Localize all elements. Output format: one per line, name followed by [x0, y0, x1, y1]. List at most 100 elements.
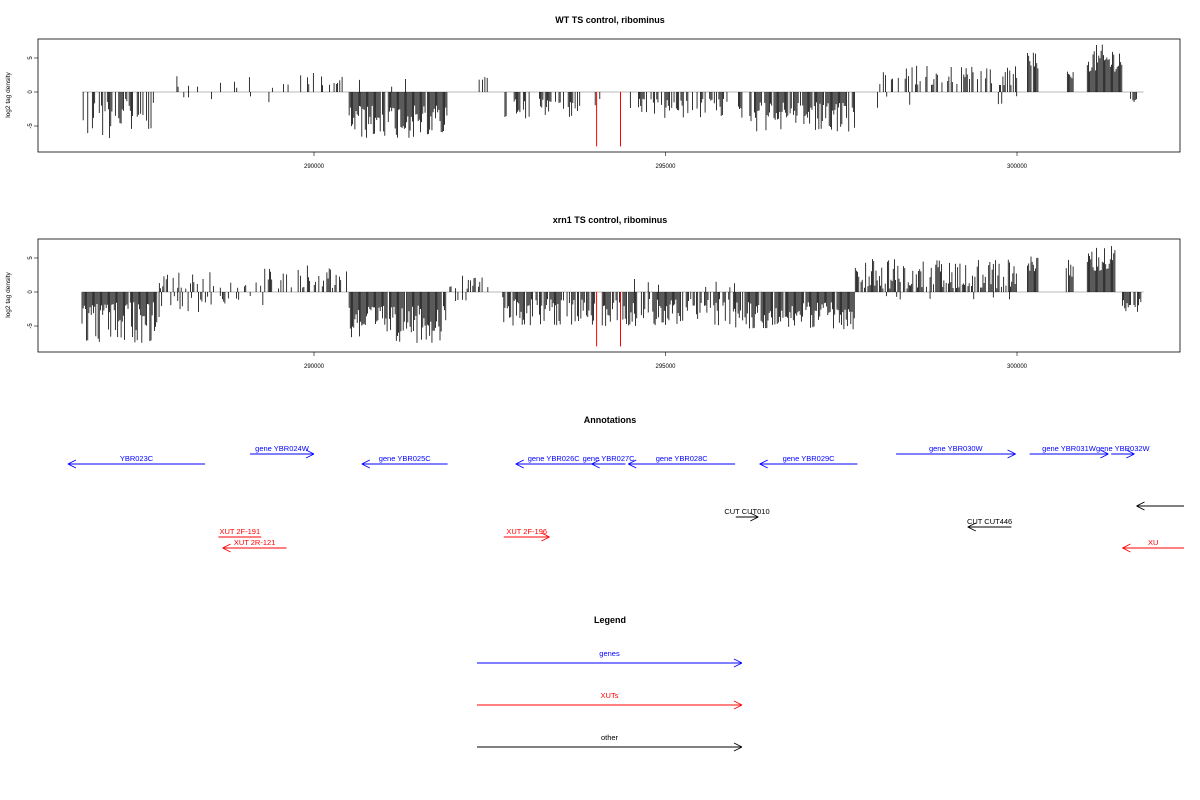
annotation-label: gene YBR027C — [583, 454, 636, 463]
arrow-head — [515, 463, 524, 469]
bars-layer — [81, 246, 1144, 347]
arrow-head — [541, 532, 550, 538]
arrow-head — [541, 536, 550, 542]
panel-2-title: xrn1 TS control, ribominus — [553, 215, 668, 225]
arrow-head — [750, 512, 759, 518]
arrow-head — [305, 453, 315, 459]
annotation-label: XU — [1148, 538, 1158, 547]
annotation-xu-arrow: XU — [1122, 538, 1184, 553]
annotation-gene-ybr029c-arrow: gene YBR029C — [759, 454, 858, 469]
annotation-gene-ybr032w-arrow: gene YBR032W — [1096, 444, 1151, 459]
legend-item-other: other — [477, 733, 743, 752]
annotation-ybr023c-arrow: YBR023C — [67, 454, 206, 469]
y-tick-label: -5 — [28, 123, 34, 129]
x-tick-label: 295000 — [655, 164, 676, 170]
annotation-gene-ybr026c-arrow: gene YBR026C — [515, 454, 592, 469]
y-tick-label: 5 — [28, 256, 34, 260]
arrow-head — [750, 516, 759, 522]
arrow-head — [515, 459, 524, 465]
arrow-head — [1126, 453, 1135, 459]
arrow-head — [1136, 505, 1145, 511]
annotation-label: XUT 2F-191 — [219, 527, 260, 536]
arrow-head — [967, 526, 976, 532]
annotation-cut-cut010-arrow: CUT CUT010 — [724, 507, 770, 522]
legend-arrow-head — [733, 742, 743, 748]
y-tick-label: -5 — [28, 323, 34, 329]
arrow-head — [1100, 453, 1109, 459]
annotation-xut-2r-121-arrow: XUT 2R-121 — [222, 538, 287, 553]
y-axis-label: log2 tag density — [5, 271, 12, 317]
arrow-head — [967, 522, 976, 528]
annotations-title: Annotations — [584, 415, 637, 425]
arrow-head — [1126, 449, 1135, 455]
annotation-label: CUT CUT010 — [724, 507, 769, 516]
arrow-head — [305, 449, 315, 455]
annotation-label: gene YBR029C — [783, 454, 836, 463]
annotation-label: gene YBR031W — [1042, 444, 1097, 453]
legend-item-genes: genes — [477, 649, 743, 668]
arrow-head — [591, 463, 600, 469]
annotation-label: gene YBR024W — [255, 444, 310, 453]
arrow-head — [1122, 543, 1131, 549]
plot-frame — [37, 38, 1181, 153]
arrow-head — [1122, 547, 1131, 553]
arrow-head — [759, 459, 768, 465]
panel-wt-ts-control: WT TS control, ribominus log2 tag densit… — [5, 15, 1181, 170]
annotation-gene-ybr024w-arrow: gene YBR024W — [250, 444, 315, 459]
arrow-head — [628, 459, 637, 465]
arrow-head — [759, 463, 768, 469]
annotation-label: CUT CUT446 — [967, 517, 1012, 526]
legend-arrow-head — [733, 746, 743, 752]
arrow-head — [628, 463, 637, 469]
x-tick-label: 295000 — [655, 364, 676, 370]
annotation-xut-2f-196-arrow: XUT 2F-196 — [503, 527, 550, 542]
annotations-panel: Annotations YBR023C gene YBR024W gene YBR0… — [67, 415, 1184, 553]
x-tick-label: 300000 — [1007, 164, 1028, 170]
x-tick-label: 290000 — [304, 164, 325, 170]
legend-panel: Legend genes XUTs other — [477, 615, 743, 752]
legend-label: XUTs — [601, 691, 619, 700]
bars-layer — [82, 44, 1144, 147]
arrow-head — [361, 463, 371, 469]
arrow-head — [1007, 453, 1016, 459]
x-tick-label: 290000 — [304, 364, 325, 370]
plot-frame — [37, 238, 1181, 353]
x-tick-label: 300000 — [1007, 364, 1028, 370]
y-tick-label: 5 — [28, 56, 34, 60]
arrow-head — [361, 459, 371, 465]
annotation-unlabeled-arrow — [1136, 501, 1184, 511]
legend-arrow-head — [733, 662, 743, 668]
annotation-label: gene YBR028C — [656, 454, 709, 463]
arrow-head — [1100, 449, 1109, 455]
y-tick-label: 0 — [28, 90, 34, 94]
axes-layer: -5 0 5 290000 295000 300000 — [28, 56, 1028, 170]
annotation-label: gene YBR025C — [379, 454, 432, 463]
annotation-cut-cut446-arrow: CUT CUT446 — [967, 517, 1012, 532]
annotation-label: gene YBR030W — [929, 444, 984, 453]
y-tick-label: 0 — [28, 290, 34, 294]
annotation-gene-ybr027c-arrow: gene YBR027C — [583, 454, 636, 469]
annotation-label: XUT 2F-196 — [506, 527, 547, 536]
panel-xrn1-ts-control: xrn1 TS control, ribominus log2 tag dens… — [5, 215, 1181, 370]
arrow-head — [222, 547, 231, 553]
arrow-head — [1007, 449, 1016, 455]
legend-title: Legend — [594, 615, 626, 625]
annotation-gene-ybr025c-arrow: gene YBR025C — [361, 454, 448, 469]
legend-items: genes XUTs other — [477, 649, 743, 752]
legend-item-xuts: XUTs — [477, 691, 743, 710]
legend-arrow-head — [733, 704, 743, 710]
y-axis-label: log2 tag density — [5, 71, 12, 117]
arrow-head — [222, 543, 231, 549]
panel-1-title: WT TS control, ribominus — [555, 15, 665, 25]
annotation-gene-ybr031w-arrow: gene YBR031W — [1029, 444, 1109, 459]
annotation-features: YBR023C gene YBR024W gene YBR025C gene YBR0… — [67, 444, 1184, 553]
axes-layer: -5 0 5 290000 295000 300000 — [28, 256, 1028, 370]
annotation-gene-ybr028c-arrow: gene YBR028C — [628, 454, 736, 469]
legend-label: other — [601, 733, 619, 742]
annotation-gene-ybr030w-arrow: gene YBR030W — [896, 444, 1016, 459]
arrow-head — [67, 459, 77, 465]
annotation-label: gene YBR026C — [528, 454, 581, 463]
annotation-xut-2f-191-arrow: XUT 2F-191 — [218, 527, 262, 538]
arrow-head — [1136, 501, 1145, 507]
